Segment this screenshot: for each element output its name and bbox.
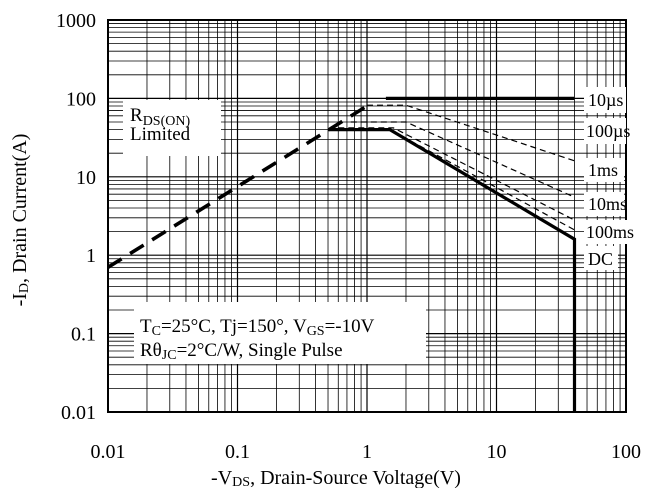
x-axis-title: -VDS, Drain-Source Voltage(V) [211,467,461,488]
y-tick-label: 1000 [56,10,96,32]
series-labels: 10µs 100µs 1ms 10ms 100ms DC [584,87,642,270]
conditions-line1: TC=25°C, Tj=150°, VGS=-10V [140,316,375,339]
x-tick-label: 10 [487,441,507,463]
tick-labels: 0.01 0.1 1 10 100 0.01 0.1 1 10 100 1000 [56,10,641,463]
x-tick-label: 100 [611,441,641,463]
y-tick-label: 0.1 [71,324,96,346]
series-label-10us: 10µs [588,90,623,110]
rds-annotation-line2: Limited [130,124,191,145]
x-tick-label: 1 [362,441,372,463]
series-6-line [333,130,574,230]
series-5-line [338,128,574,220]
x-tick-label: 0.1 [225,441,250,463]
series-4-line [351,122,575,197]
series-label-1ms: 1ms [588,160,618,180]
series-7-line [328,130,575,412]
series-label-100ms: 100ms [586,222,634,242]
series-label-dc: DC [588,249,613,269]
y-axis-title: -ID, Drain Current(A) [9,134,32,307]
x-tick-label: 0.01 [91,441,126,463]
series-label-10ms: 10ms [588,194,627,214]
y-tick-label: 10 [76,167,96,189]
y-tick-label: 100 [66,88,96,110]
series-label-100us: 100µs [586,121,630,141]
y-tick-label: 0.01 [61,402,96,424]
y-tick-label: 1 [86,245,96,267]
